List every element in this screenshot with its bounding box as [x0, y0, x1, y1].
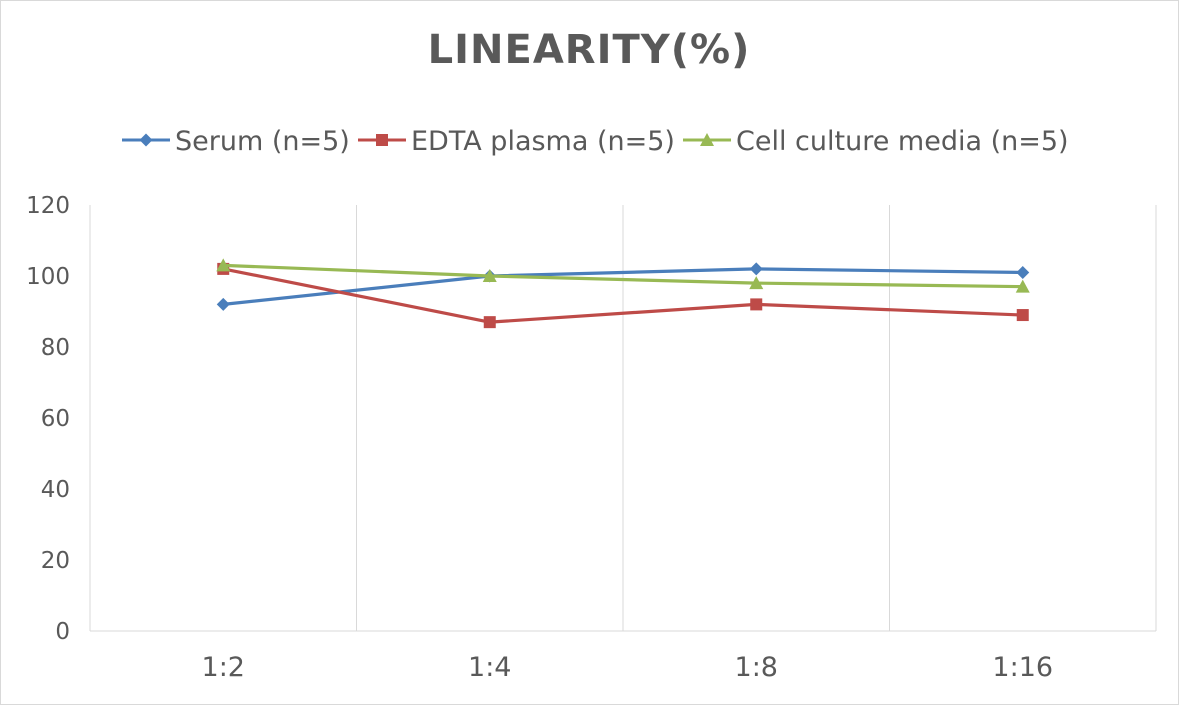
- legend-label-edta-plasma: EDTA plasma (n=5): [411, 126, 675, 157]
- y-tick-label: 120: [26, 193, 70, 219]
- y-tick-label: 80: [41, 335, 70, 361]
- series-line: [223, 267, 1023, 306]
- x-tick-label: 1:2: [202, 652, 245, 683]
- data-point: [1016, 265, 1030, 279]
- data-point: [1015, 279, 1030, 293]
- legend-marker-serum: [139, 133, 153, 147]
- data-point: [749, 262, 763, 276]
- series-2: [216, 258, 1030, 293]
- data-point: [483, 316, 496, 329]
- legend: Serum (n=5) EDTA plasma (n=5) Cell cultu…: [122, 126, 1069, 157]
- data-point: [1016, 309, 1029, 322]
- legend-item-edta-plasma: EDTA plasma (n=5): [358, 126, 675, 157]
- legend-item-serum: Serum (n=5): [122, 126, 350, 157]
- y-axis: 0 20 40 60 80 100 120: [26, 193, 70, 645]
- y-tick-label: 20: [41, 548, 70, 574]
- data-point: [749, 276, 764, 290]
- y-tick-label: 100: [26, 264, 70, 290]
- data-point: [482, 269, 497, 282]
- data-point: [216, 297, 230, 311]
- y-tick-label: 40: [41, 477, 70, 503]
- legend-item-cell-culture-media: Cell culture media (n=5): [683, 126, 1069, 157]
- x-tick-label: 1:8: [735, 652, 778, 683]
- series-line: [223, 263, 1023, 289]
- gridlines: [89, 205, 1157, 632]
- data-point: [750, 298, 763, 311]
- x-axis: 1:2 1:4 1:8 1:16: [202, 652, 1054, 683]
- x-tick-label: 1:4: [468, 652, 511, 683]
- series-line: [222, 267, 1023, 324]
- series-group: [216, 258, 1030, 329]
- legend-label-serum: Serum (n=5): [175, 126, 350, 157]
- data-point: [216, 258, 231, 272]
- y-tick-label: 60: [41, 406, 70, 432]
- legend-marker-cell-culture-media: [700, 133, 714, 146]
- legend-label-cell-culture-media: Cell culture media (n=5): [736, 126, 1069, 157]
- x-tick-label: 1:16: [992, 652, 1053, 683]
- chart-title: LINEARITY(%): [428, 27, 751, 73]
- y-tick-label: 0: [55, 619, 70, 645]
- legend-marker-edta-plasma: [376, 134, 388, 146]
